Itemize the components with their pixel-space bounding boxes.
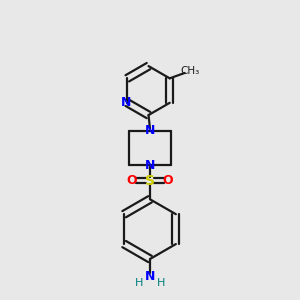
Text: O: O bbox=[127, 174, 137, 187]
Text: N: N bbox=[145, 270, 155, 283]
Text: CH₃: CH₃ bbox=[180, 66, 200, 76]
Text: N: N bbox=[145, 124, 155, 137]
Text: H: H bbox=[157, 278, 166, 288]
Text: S: S bbox=[145, 174, 155, 188]
Text: N: N bbox=[145, 159, 155, 172]
Text: H: H bbox=[134, 278, 143, 288]
Text: N: N bbox=[121, 96, 131, 109]
Text: O: O bbox=[163, 174, 173, 187]
